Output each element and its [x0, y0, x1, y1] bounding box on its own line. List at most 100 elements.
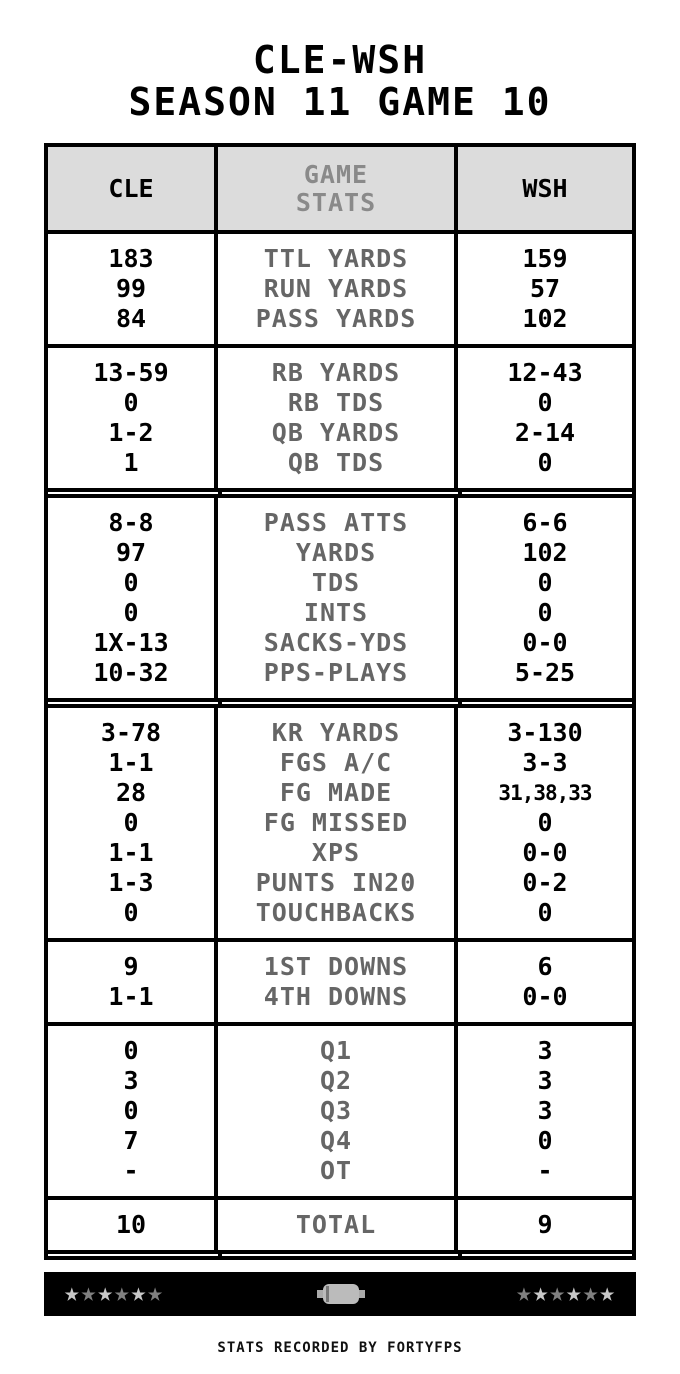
labels-column: RB YARDS RB TDS QB YARDS QB TDS — [218, 348, 458, 488]
wsh-value: 0 — [537, 898, 553, 927]
cle-value: 1-1 — [108, 838, 154, 867]
stat-label: SACKS-YDS — [263, 628, 409, 657]
cle-value: 0 — [123, 808, 139, 837]
wsh-value: 3-130 — [507, 718, 583, 747]
star-icon: ★ — [113, 1278, 131, 1308]
star-icon: ★ — [64, 1278, 81, 1308]
wsh-value: 9 — [537, 1210, 553, 1239]
star-icon: ★ — [566, 1278, 583, 1308]
cle-column: 3-78 1-1 28 0 1-1 1-3 0 — [48, 708, 218, 938]
wsh-value: - — [537, 1156, 553, 1185]
cle-value: 0 — [123, 568, 139, 597]
wsh-column: 3-130 3-3 31,38,33 0 0-0 0-2 0 — [458, 708, 632, 938]
stat-label: TTL YARDS — [263, 244, 409, 273]
stats-section: 8-8 97 0 0 1X-13 10-32 PASS ATTS YARDS TDS INTS SA… — [48, 498, 632, 698]
footer-credit: STATS RECORDED BY FORTYFPS — [217, 1340, 463, 1356]
wsh-column: 159 57 102 — [458, 234, 632, 344]
stats-section: 3-78 1-1 28 0 1-1 1-3 0 KR YARDS FGS A/C FG MADE F… — [48, 708, 632, 942]
right-stars: ★★★★★★ — [516, 1278, 616, 1308]
header-team-left: CLE — [48, 147, 218, 230]
wsh-value: 0-0 — [522, 628, 568, 657]
wsh-value: 102 — [522, 538, 568, 567]
star-icon: ★ — [130, 1278, 148, 1308]
stats-section: 183 99 84 TTL YARDS RUN YARDS PASS YARDS 159 57… — [48, 234, 632, 348]
wsh-value: 2-14 — [514, 418, 576, 447]
wsh-value: 0 — [537, 598, 553, 627]
cle-column: 8-8 97 0 0 1X-13 10-32 — [48, 498, 218, 698]
star-icon: ★ — [532, 1278, 550, 1308]
cle-value: 7 — [123, 1126, 139, 1155]
stat-label: OT — [319, 1156, 353, 1185]
cle-value: 10-32 — [93, 658, 169, 687]
star-icon: ★ — [97, 1278, 114, 1308]
stat-label: PASS ATTS — [263, 508, 409, 537]
cle-value: 1-3 — [108, 868, 154, 897]
cle-value: - — [123, 1156, 139, 1185]
wsh-value: 57 — [529, 274, 561, 303]
stat-label: FG MADE — [279, 778, 393, 807]
wsh-value: 6 — [537, 952, 553, 981]
cle-value: 0 — [123, 388, 139, 417]
stat-label: 1ST DOWNS — [263, 952, 409, 981]
wsh-value: 0 — [537, 448, 553, 477]
wsh-value: 0-0 — [522, 982, 568, 1011]
wsh-value: 3-3 — [522, 748, 568, 777]
stat-label: Q4 — [319, 1126, 353, 1155]
wsh-value: 0 — [537, 808, 553, 837]
cle-value: 1 — [123, 448, 139, 477]
labels-column: 1ST DOWNS 4TH DOWNS — [218, 942, 458, 1022]
stat-label: QB YARDS — [271, 418, 401, 447]
stat-label: QB TDS — [287, 448, 385, 477]
cle-value: 1-2 — [108, 418, 154, 447]
wsh-value: 102 — [522, 304, 568, 333]
stat-label: PPS-PLAYS — [263, 658, 409, 687]
stat-label: Q3 — [319, 1096, 353, 1125]
stats-section: 0 3 0 7- Q1 Q2 Q3 Q4 OT 3 3 3 0- — [48, 1026, 632, 1200]
table-header: CLE GAME STATS WSH — [48, 147, 632, 234]
stat-label: TDS — [311, 568, 361, 597]
cle-value: 1-1 — [108, 748, 154, 777]
double-divider — [48, 698, 632, 708]
cle-value: 28 — [115, 778, 147, 807]
stat-label: KR YARDS — [271, 718, 401, 747]
wsh-value: 6-6 — [522, 508, 568, 537]
stats-table: CLE GAME STATS WSH 183 99 84 TTL YARDS RUN Y… — [44, 143, 636, 1260]
cle-value: 0 — [123, 1096, 139, 1125]
wsh-column: 9 — [458, 1200, 632, 1250]
cle-value: 97 — [115, 538, 147, 567]
stat-label: Q1 — [319, 1036, 353, 1065]
labels-column: Q1 Q2 Q3 Q4 OT — [218, 1026, 458, 1196]
matchup-title: CLE-WSH — [252, 38, 428, 82]
cle-value: 84 — [115, 304, 147, 333]
stat-label: FG MISSED — [263, 808, 409, 837]
cle-value: 3-78 — [100, 718, 162, 747]
labels-column: KR YARDS FGS A/C FG MADE FG MISSED XPS PUNTS … — [218, 708, 458, 938]
star-icon: ★ — [516, 1278, 533, 1308]
stats-section: 10 TOTAL 9 — [48, 1200, 632, 1250]
star-icon: ★ — [549, 1278, 567, 1308]
cle-value: 8-8 — [108, 508, 154, 537]
cle-value: 0 — [123, 898, 139, 927]
cle-value: 10 — [115, 1210, 147, 1239]
star-icon: ★ — [80, 1278, 98, 1308]
wsh-value: 0 — [537, 388, 553, 417]
game-subtitle: SEASON 11 GAME 10 — [128, 80, 552, 124]
stat-label: TOTAL — [295, 1210, 377, 1239]
labels-column: PASS ATTS YARDS TDS INTS SACKS-YDS PPS-PLAYS — [218, 498, 458, 698]
wsh-value: 31,38,33 — [498, 781, 592, 805]
wsh-value: 3 — [537, 1066, 553, 1095]
star-icon: ★ — [599, 1278, 616, 1308]
wsh-value: 0 — [537, 1126, 553, 1155]
cle-column: 10 — [48, 1200, 218, 1250]
star-icon: ★ — [147, 1278, 164, 1308]
football-icon — [317, 1284, 365, 1304]
wsh-value: 3 — [537, 1096, 553, 1125]
stats-section: 9 1-1 1ST DOWNS 4TH DOWNS 6 0-0 — [48, 942, 632, 1026]
stat-label: RB TDS — [287, 388, 385, 417]
wsh-value: 5-25 — [514, 658, 576, 687]
stat-label: PUNTS IN20 — [255, 868, 417, 897]
stat-label: INTS — [303, 598, 369, 627]
stat-label: PASS YARDS — [255, 304, 417, 333]
